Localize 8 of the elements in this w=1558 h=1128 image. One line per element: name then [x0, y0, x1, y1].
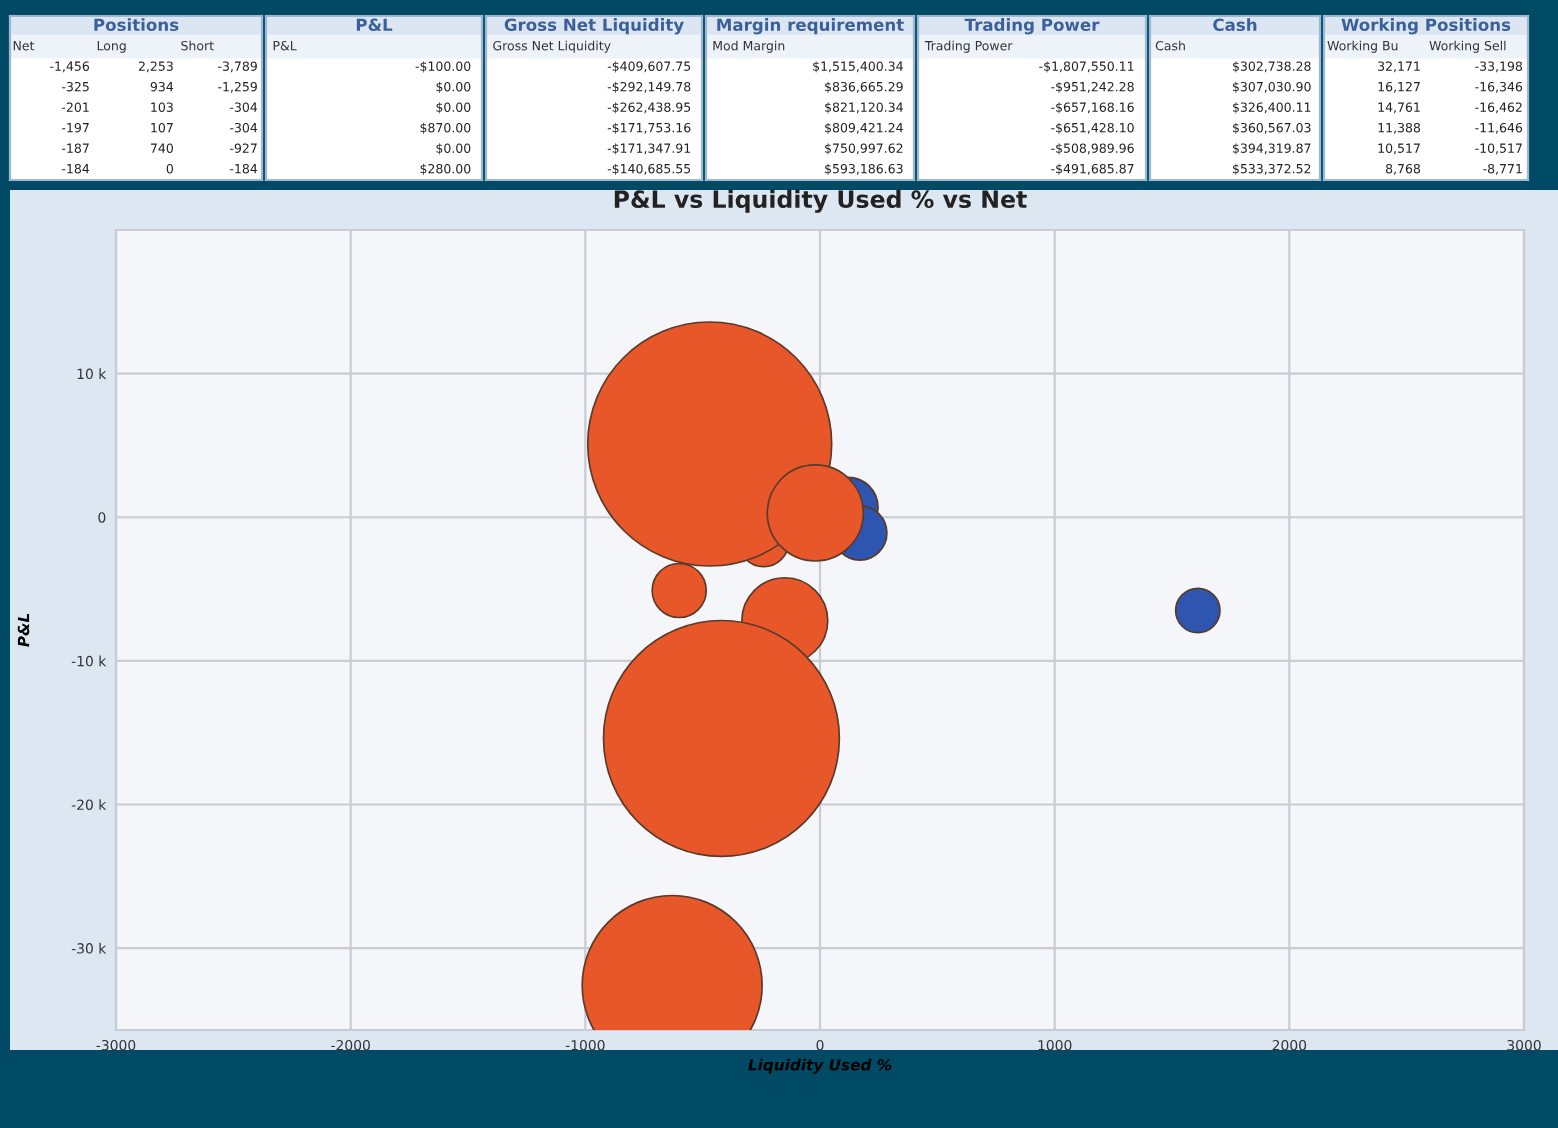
text: Working Positions: [1341, 18, 1511, 35]
text: Margin requirement: [717, 18, 904, 35]
chart-title: P&L vs Liquidity Used % vs Net: [614, 189, 1027, 213]
text: P&L: [356, 18, 393, 32]
text: Positions: [94, 18, 179, 32]
text: Gross Net Liquidity: [504, 18, 684, 35]
text: Cash: [1213, 18, 1257, 32]
text: Trading Power: [964, 18, 1100, 35]
